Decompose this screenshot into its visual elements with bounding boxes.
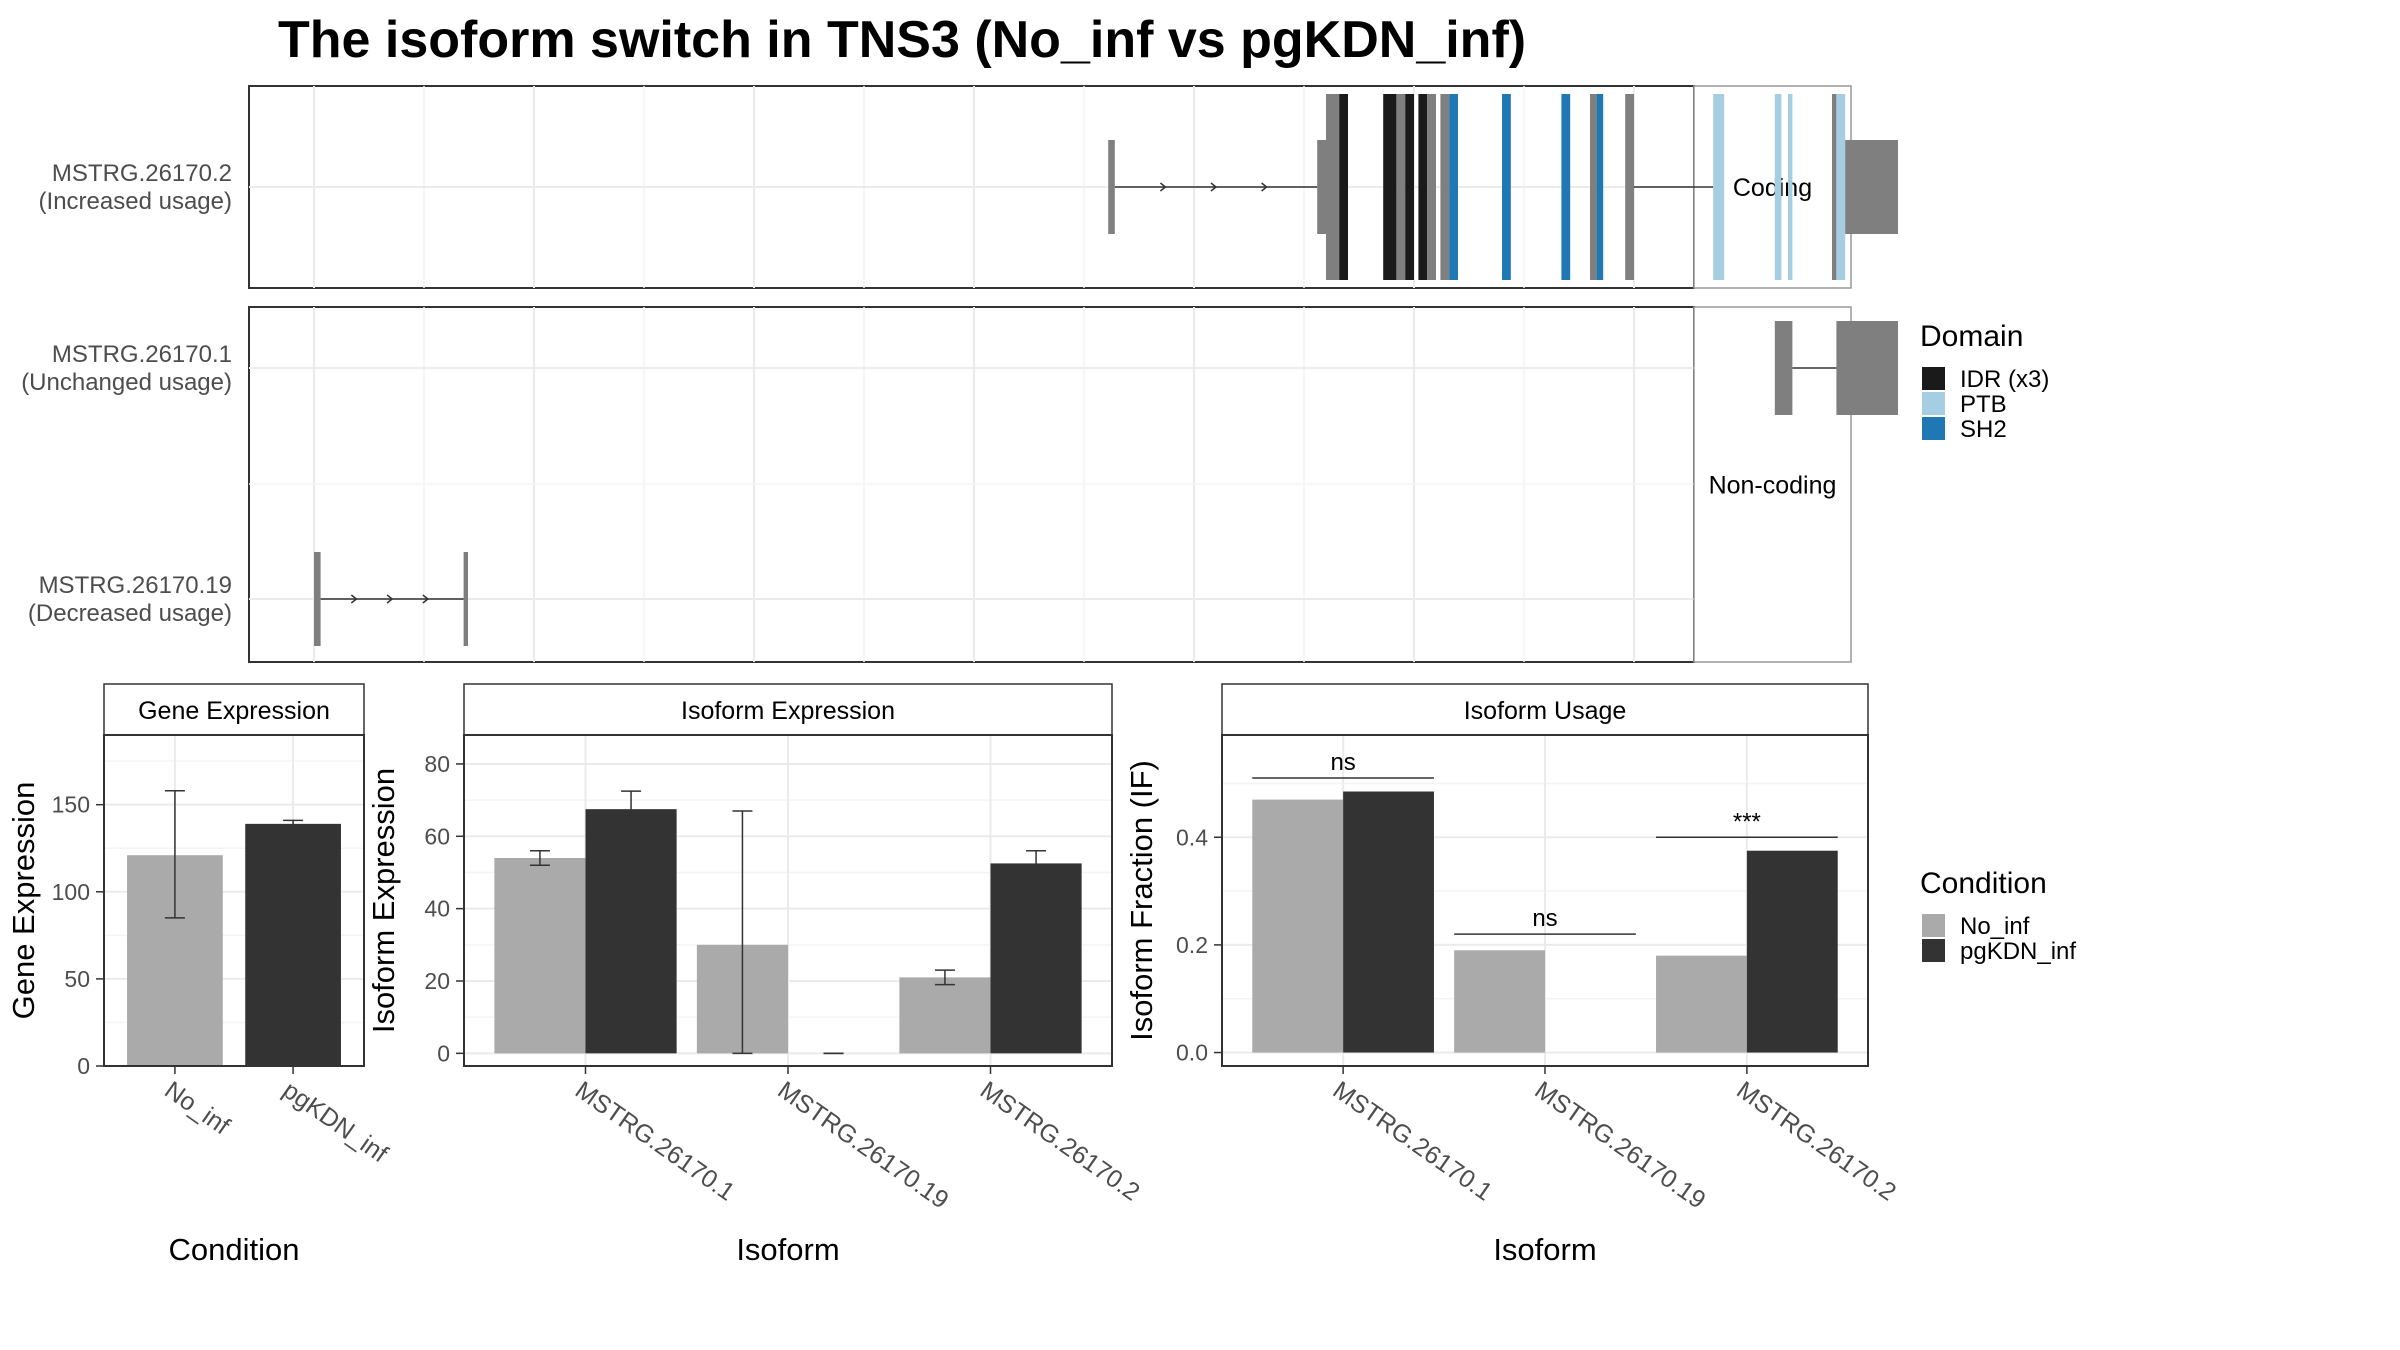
intron-arrow [1261,182,1268,192]
chart-strip [103,683,365,736]
domain-legend-title: Domain [1920,320,2023,353]
exon-block [1440,94,1450,280]
legend-swatch [1922,914,1945,937]
y-tick-label: 150 [52,792,90,818]
domain-block-idr [1383,94,1397,280]
structure-strip-label: Non-coding [1709,472,1837,500]
y-tick-label: 50 [64,966,90,992]
isoform-usage-label: (Unchanged usage) [21,369,232,396]
isoform-label: MSTRG.26170.1 [52,341,232,368]
exon-block [1845,140,1898,234]
exon-block [1774,321,1793,415]
x-axis-title: Isoform [736,1232,839,1267]
chart-title: Isoform Usage [1464,697,1627,725]
x-axis-title: Condition [169,1232,300,1267]
bar [899,977,991,1054]
isoform-usage-label: (Increased usage) [39,188,232,215]
chart-strip [463,683,1113,736]
exon-block [1427,94,1436,280]
y-axis-title: Isoform Expression [366,768,401,1033]
y-tick-label: 0.0 [1176,1040,1208,1066]
legend-swatch [1922,417,1945,440]
significance-label: ns [1330,749,1355,776]
isoform-label: MSTRG.26170.19 [39,572,232,599]
y-tick-label: 40 [424,896,450,922]
condition-legend-title: Condition [1920,867,2047,900]
domain-block-sh2 [1561,94,1571,280]
exon-block [1625,94,1634,280]
exon-block [1108,140,1115,234]
legend-label: IDR (x3) [1960,366,2049,393]
intron-arrow [386,594,394,604]
exon-block [1590,94,1597,280]
chart-strip [1221,683,1869,736]
domain-block-ptb [1836,94,1846,280]
chart-panel-border [103,734,365,1067]
y-axis-title: Gene Expression [6,782,41,1020]
exon-block [1396,94,1406,280]
y-tick-label: 0 [77,1053,90,1079]
chart-title: Isoform Expression [681,697,895,725]
y-tick-label: 100 [52,879,90,905]
intron-arrow [350,594,358,604]
domain-block-idr [1405,94,1414,280]
legend-swatch [1922,939,1945,962]
y-tick-label: 0.2 [1176,932,1208,958]
significance-label: *** [1733,808,1761,835]
bar [990,863,1082,1054]
domain-block-ptb [1713,94,1725,280]
significance-label: ns [1532,905,1557,932]
y-axis-title: Isoform Fraction (IF) [1124,760,1159,1041]
chart-title: Gene Expression [138,697,330,725]
domain-block-ptb [1788,94,1793,280]
x-axis-title: Isoform [1493,1232,1596,1267]
legend-swatch [1922,367,1945,390]
legend-label: SH2 [1960,416,2007,443]
bar [1454,950,1545,1053]
domain-block-ptb [1774,94,1782,280]
exon-block [463,552,468,646]
bar [1252,799,1344,1053]
y-tick-label: 0.4 [1176,824,1208,850]
y-tick-label: 80 [424,751,450,777]
bar [494,857,586,1054]
domain-block-sh2 [1449,94,1458,280]
exon-block [314,552,321,646]
exon-block [1832,94,1837,280]
intron-arrow [1210,182,1218,192]
bar [245,823,341,1066]
legend-label: No_inf [1960,913,2030,940]
intron-arrow [1159,182,1167,192]
y-tick-label: 0 [437,1040,450,1066]
isoform-usage-label: (Decreased usage) [28,600,232,627]
legend-label: PTB [1960,391,2007,418]
y-tick-label: 20 [424,968,450,994]
figure-title: The isoform switch in TNS3 (No_inf vs pg… [278,11,1526,69]
domain-block-idr [1418,94,1428,280]
legend-label: pgKDN_inf [1960,938,2076,965]
legend-swatch [1922,392,1945,415]
structure-strip [1693,306,1852,663]
bar [585,809,677,1054]
isoform-structure-plot: Coding MSTRG.26170.2(Increased usage) Non-… [21,85,1898,663]
exon-block [1836,321,1898,415]
domain-block-sh2 [1502,94,1511,280]
isoform-label: MSTRG.26170.2 [52,160,232,187]
structure-strip-label: Coding [1733,174,1812,202]
exon-block [1317,140,1326,234]
exon-block [1326,94,1340,280]
bar [1656,955,1747,1053]
bar [1343,791,1434,1053]
y-tick-label: 60 [424,823,450,849]
domain-block-sh2 [1596,94,1604,280]
domain-block-idr [1339,94,1348,280]
bar [1746,850,1838,1053]
intron-arrow [422,594,430,604]
